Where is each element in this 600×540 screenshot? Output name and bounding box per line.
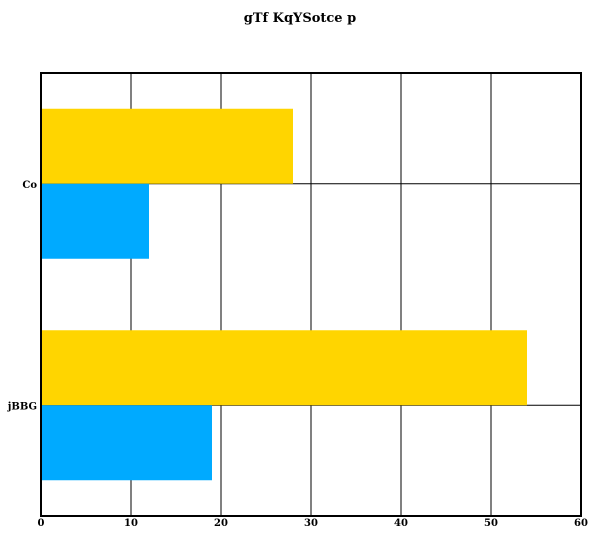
x-tick-label-40: 40 bbox=[394, 518, 408, 529]
x-tick-label-10: 10 bbox=[124, 518, 138, 529]
x-tick-label-60: 60 bbox=[574, 518, 588, 529]
bar-jBBG-series-1 bbox=[41, 330, 527, 406]
bar-Co-series-2 bbox=[41, 183, 149, 259]
plot-frame bbox=[40, 72, 582, 517]
x-tick-label-30: 30 bbox=[304, 518, 318, 529]
ticks: 0 10 20 30 40 50 60 Co jBBG bbox=[7, 180, 588, 529]
bars bbox=[41, 108, 527, 481]
bar-jBBG-series-2 bbox=[41, 405, 212, 481]
y-tick-label-jBBG: jBBG bbox=[7, 401, 37, 412]
y-tick-label-Co: Co bbox=[22, 180, 37, 191]
x-tick-label-0: 0 bbox=[38, 518, 45, 529]
x-tick-label-20: 20 bbox=[214, 518, 228, 529]
chart-title: gTf KqYSotce p bbox=[243, 11, 357, 26]
x-tick-label-50: 50 bbox=[484, 518, 498, 529]
bar-Co-series-1 bbox=[41, 108, 293, 184]
